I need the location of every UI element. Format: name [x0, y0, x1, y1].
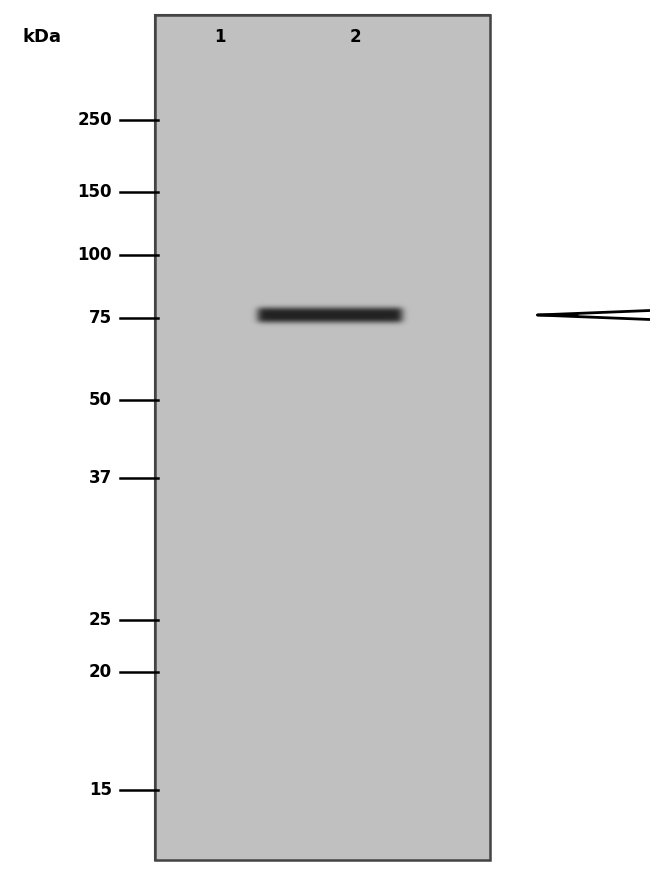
Text: 100: 100: [77, 246, 112, 264]
Text: 50: 50: [89, 391, 112, 409]
Text: 15: 15: [89, 781, 112, 799]
Text: 25: 25: [89, 611, 112, 629]
Text: 37: 37: [89, 469, 112, 487]
Text: kDa: kDa: [23, 28, 62, 46]
Text: 75: 75: [89, 309, 112, 327]
Bar: [155, 15, 490, 860]
Text: 1: 1: [214, 28, 226, 46]
Text: 20: 20: [89, 663, 112, 681]
Text: 2: 2: [349, 28, 361, 46]
Bar: [155, 15, 490, 860]
Text: 150: 150: [77, 183, 112, 201]
Text: 250: 250: [77, 111, 112, 129]
